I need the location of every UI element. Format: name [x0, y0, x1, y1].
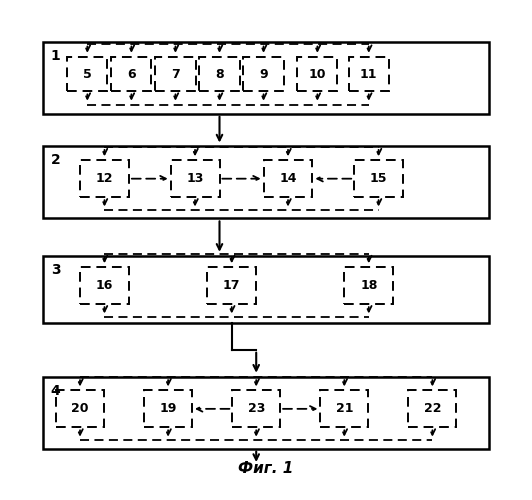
Bar: [155, 56, 196, 92]
Bar: [244, 56, 284, 92]
Bar: [409, 390, 456, 428]
Text: 2: 2: [51, 154, 61, 168]
Text: 19: 19: [160, 402, 177, 415]
Bar: [263, 160, 312, 198]
Text: 11: 11: [360, 68, 378, 80]
Text: 13: 13: [186, 172, 204, 185]
Bar: [144, 390, 192, 428]
Text: 14: 14: [279, 172, 297, 185]
Bar: [80, 160, 129, 198]
Bar: [207, 267, 256, 304]
Bar: [43, 376, 489, 448]
Text: 10: 10: [309, 68, 326, 80]
Bar: [171, 160, 220, 198]
Text: 23: 23: [247, 402, 265, 415]
Text: 20: 20: [71, 402, 89, 415]
Bar: [348, 56, 389, 92]
Bar: [354, 160, 403, 198]
Text: 6: 6: [127, 68, 136, 80]
Bar: [111, 56, 152, 92]
Bar: [200, 56, 239, 92]
Text: 8: 8: [215, 68, 224, 80]
Text: 9: 9: [259, 68, 268, 80]
Bar: [56, 390, 104, 428]
Text: 16: 16: [96, 279, 113, 292]
Text: Фиг. 1: Фиг. 1: [238, 461, 294, 476]
Bar: [80, 267, 129, 304]
Text: 22: 22: [423, 402, 441, 415]
Bar: [232, 390, 280, 428]
Bar: [344, 267, 393, 304]
Text: 7: 7: [171, 68, 180, 80]
Text: 4: 4: [51, 384, 61, 398]
Text: 15: 15: [370, 172, 387, 185]
Bar: [43, 256, 489, 323]
Text: 1: 1: [51, 48, 61, 62]
Text: 18: 18: [360, 279, 378, 292]
Bar: [320, 390, 368, 428]
Bar: [67, 56, 107, 92]
Text: 3: 3: [51, 262, 60, 276]
Text: 17: 17: [223, 279, 240, 292]
Bar: [43, 146, 489, 218]
Text: 21: 21: [336, 402, 353, 415]
Text: 5: 5: [83, 68, 92, 80]
Bar: [297, 56, 337, 92]
Bar: [43, 42, 489, 114]
Text: 12: 12: [96, 172, 113, 185]
